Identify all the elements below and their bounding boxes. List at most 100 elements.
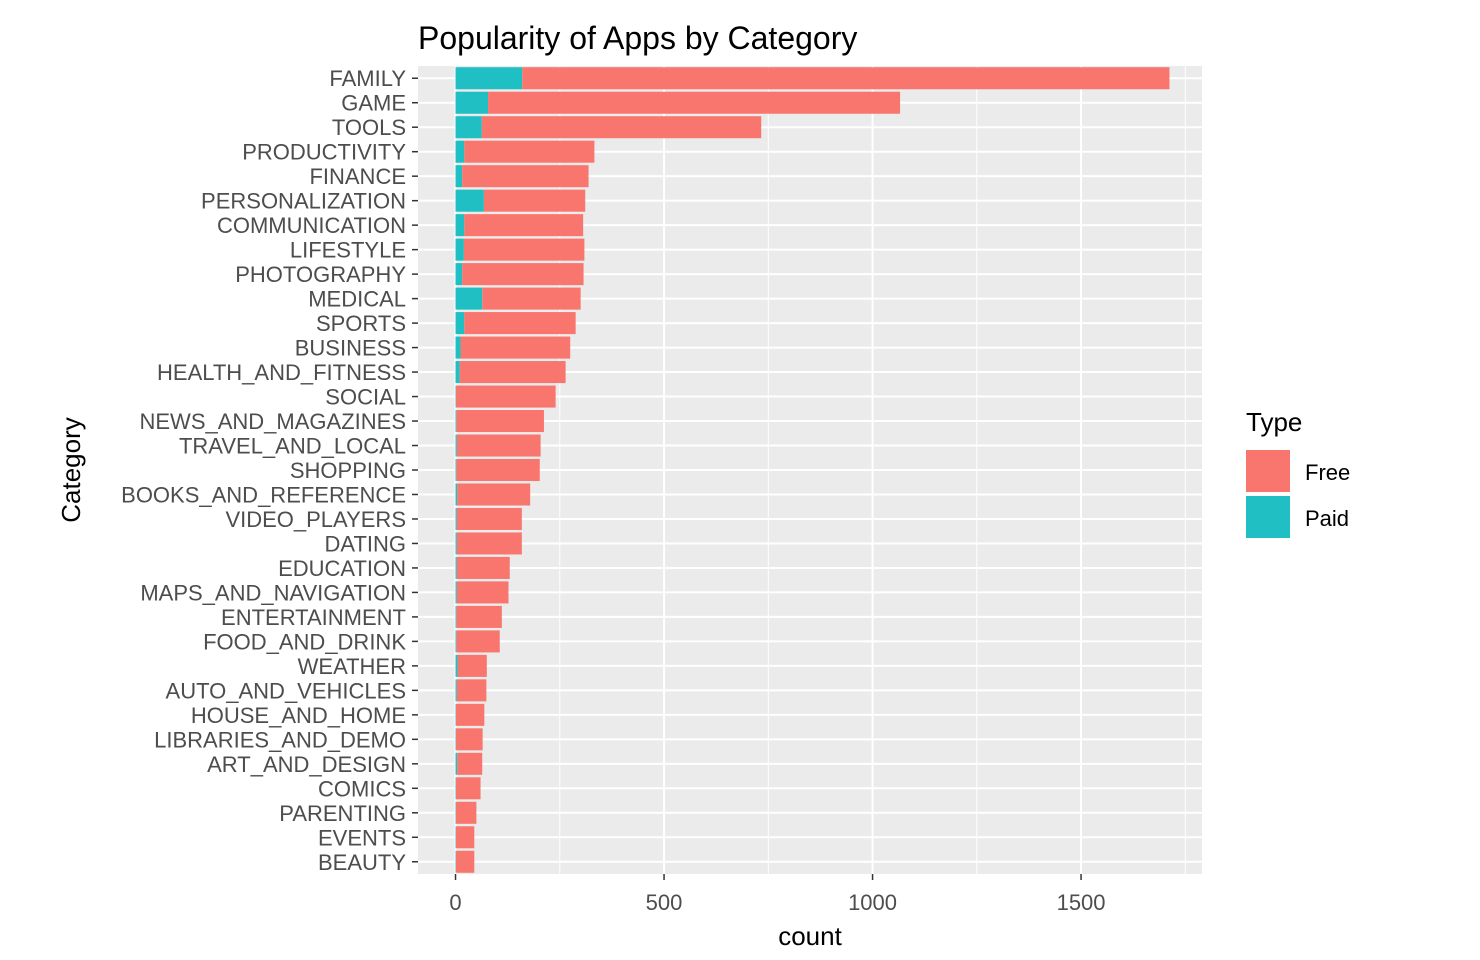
- bar-paid-personalization: [455, 189, 484, 212]
- y-tick-label: BEAUTY: [318, 850, 406, 875]
- bar-paid-weather: [455, 654, 458, 677]
- bar-paid-food-and-drink: [455, 630, 457, 653]
- bar-paid-books-and-reference: [455, 483, 458, 506]
- x-tick-label: 1500: [1057, 890, 1106, 915]
- y-tick-label: VIDEO_PLAYERS: [225, 507, 406, 532]
- bar-paid-lifestyle: [455, 238, 464, 261]
- y-tick-label: MAPS_AND_NAVIGATION: [140, 580, 406, 605]
- bar-free-parenting: [455, 801, 477, 824]
- y-tick-label: AUTO_AND_VEHICLES: [166, 678, 406, 703]
- bar-paid-communication: [455, 214, 465, 237]
- bar-paid-health-and-fitness: [455, 361, 460, 384]
- bar-free-game: [488, 91, 901, 114]
- bar-free-dating: [456, 532, 522, 555]
- bar-free-medical: [482, 287, 581, 310]
- bar-free-health-and-fitness: [459, 361, 566, 384]
- legend-label-paid: Paid: [1305, 506, 1349, 531]
- bar-paid-finance: [455, 165, 463, 188]
- bar-free-social: [455, 385, 556, 408]
- y-tick-label: LIFESTYLE: [290, 238, 406, 263]
- y-axis-title: Category: [56, 417, 86, 523]
- bar-free-family: [522, 67, 1170, 90]
- bar-free-tools: [481, 116, 762, 139]
- y-tick-label: ENTERTAINMENT: [221, 605, 406, 630]
- bar-paid-auto-and-vehicles: [455, 679, 457, 702]
- bar-free-art-and-design: [457, 752, 483, 775]
- y-tick-label: PRODUCTIVITY: [242, 140, 406, 165]
- y-tick-label: COMICS: [318, 776, 406, 801]
- bar-paid-travel-and-local: [455, 434, 457, 457]
- bar-paid-productivity: [455, 140, 465, 163]
- bar-paid-dating: [455, 532, 457, 555]
- x-axis: 0 500 1000 1500: [449, 874, 1106, 915]
- y-tick-label: SPORTS: [316, 311, 406, 336]
- legend-label-free: Free: [1305, 460, 1350, 485]
- bar-free-productivity: [464, 140, 595, 163]
- bar-free-weather: [457, 654, 487, 677]
- y-tick-label: ART_AND_DESIGN: [207, 752, 406, 777]
- y-tick-label: HOUSE_AND_HOME: [191, 703, 406, 728]
- bar-free-comics: [455, 777, 481, 800]
- bar-paid-art-and-design: [455, 752, 458, 775]
- y-axis: FAMILYGAMETOOLSPRODUCTIVITYFINANCEPERSON…: [121, 66, 418, 875]
- y-tick-label: BOOKS_AND_REFERENCE: [121, 482, 406, 507]
- bar-free-education: [456, 556, 510, 579]
- y-tick-label: HEALTH_AND_FITNESS: [157, 360, 406, 385]
- legend-key-free: [1246, 450, 1290, 492]
- y-tick-label: NEWS_AND_MAGAZINES: [140, 409, 407, 434]
- bar-free-photography: [462, 263, 584, 286]
- legend-title: Type: [1246, 407, 1302, 437]
- bar-free-lifestyle: [463, 238, 585, 261]
- bar-paid-photography: [455, 263, 463, 286]
- bar-free-books-and-reference: [457, 483, 531, 506]
- bar-free-house-and-home: [455, 703, 485, 726]
- bar-free-entertainment: [456, 605, 502, 628]
- bar-free-business: [460, 336, 571, 359]
- y-tick-label: PERSONALIZATION: [201, 189, 406, 214]
- x-tick-label: 500: [646, 890, 683, 915]
- y-tick-label: BUSINESS: [295, 336, 406, 361]
- bar-free-sports: [464, 312, 576, 335]
- bar-paid-sports: [455, 312, 465, 335]
- bar-free-food-and-drink: [456, 630, 500, 653]
- y-tick-label: SHOPPING: [290, 458, 406, 483]
- bar-paid-video-players: [455, 507, 457, 530]
- y-tick-label: TRAVEL_AND_LOCAL: [179, 434, 406, 459]
- bar-free-travel-and-local: [456, 434, 541, 457]
- bar-paid-maps-and-navigation: [455, 581, 457, 604]
- bar-paid-education: [455, 556, 457, 579]
- y-tick-label: FINANCE: [309, 164, 406, 189]
- bar-paid-entertainment: [455, 605, 457, 628]
- bar-paid-business: [455, 336, 461, 359]
- bar-free-beauty: [455, 850, 475, 873]
- y-tick-label: TOOLS: [332, 115, 406, 140]
- y-tick-label: FOOD_AND_DRINK: [203, 629, 406, 654]
- bar-paid-family: [455, 67, 523, 90]
- y-tick-label: COMMUNICATION: [217, 213, 406, 238]
- y-tick-label: GAME: [341, 91, 406, 116]
- bar-free-events: [455, 826, 475, 849]
- legend: Type Free Paid: [1246, 407, 1350, 538]
- bar-free-personalization: [483, 189, 586, 212]
- bar-free-news-and-magazines: [456, 410, 544, 433]
- bar-free-video-players: [456, 507, 522, 530]
- bar-free-communication: [464, 214, 584, 237]
- y-tick-label: LIBRARIES_AND_DEMO: [154, 727, 406, 752]
- x-tick-label: 0: [449, 890, 461, 915]
- y-tick-label: PARENTING: [279, 801, 406, 826]
- bar-paid-tools: [455, 116, 482, 139]
- legend-key-paid: [1246, 496, 1290, 538]
- y-tick-label: FAMILY: [329, 66, 406, 91]
- x-tick-label: 1000: [848, 890, 897, 915]
- y-tick-label: SOCIAL: [325, 385, 406, 410]
- bar-group: [455, 67, 1170, 873]
- y-tick-label: DATING: [325, 531, 406, 556]
- legend-items: Free Paid: [1246, 450, 1350, 538]
- bar-free-finance: [462, 165, 589, 188]
- y-tick-label: EVENTS: [318, 825, 406, 850]
- y-tick-label: WEATHER: [298, 654, 406, 679]
- y-tick-label: PHOTOGRAPHY: [235, 262, 406, 287]
- y-tick-label: EDUCATION: [278, 556, 406, 581]
- y-tick-label: MEDICAL: [308, 287, 406, 312]
